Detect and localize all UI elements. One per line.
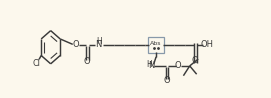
Text: O: O — [163, 76, 170, 85]
Text: H: H — [146, 59, 152, 69]
Text: H: H — [97, 37, 102, 46]
Text: OH: OH — [201, 40, 214, 49]
FancyBboxPatch shape — [148, 37, 164, 53]
Text: N: N — [148, 61, 155, 70]
Text: Cl: Cl — [32, 59, 40, 68]
Text: O: O — [175, 61, 182, 70]
Text: O: O — [192, 56, 198, 65]
Text: N: N — [95, 40, 102, 49]
Text: Abs: Abs — [150, 41, 162, 46]
Text: O: O — [84, 57, 91, 66]
Text: O: O — [73, 40, 79, 49]
